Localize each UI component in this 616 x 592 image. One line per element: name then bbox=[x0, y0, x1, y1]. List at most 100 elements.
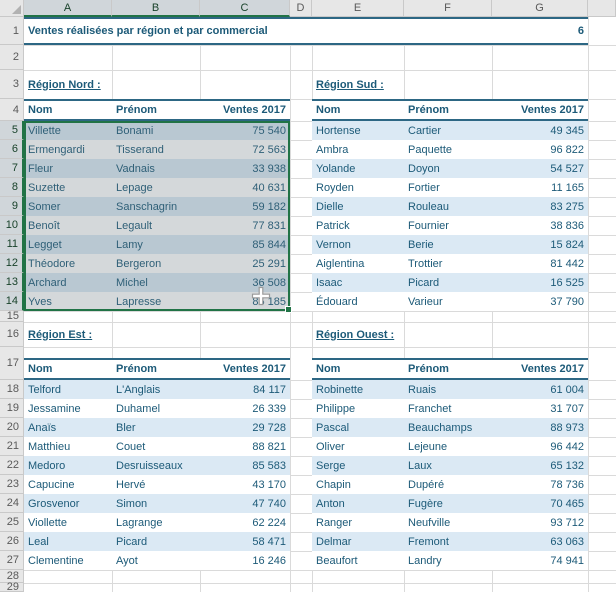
cell-ventes[interactable]: 59 182 bbox=[252, 200, 286, 213]
cell-nom[interactable]: Philippe bbox=[316, 402, 356, 415]
cell-prenom[interactable]: Bler bbox=[116, 421, 136, 434]
cell-prenom[interactable]: Landry bbox=[408, 554, 442, 567]
row-header-4[interactable]: 4 bbox=[0, 99, 24, 121]
cell-prenom[interactable]: L'Anglais bbox=[116, 383, 161, 396]
cell-prenom[interactable]: Lepage bbox=[116, 181, 153, 194]
cell-ventes[interactable]: 47 740 bbox=[252, 497, 286, 510]
cell-ventes[interactable]: 65 132 bbox=[550, 459, 584, 472]
cell-nom[interactable]: Royden bbox=[316, 181, 354, 194]
row-header-27[interactable]: 27 bbox=[0, 551, 24, 570]
row-header-10[interactable]: 10 bbox=[0, 216, 24, 235]
cell-nom[interactable]: Anton bbox=[316, 497, 345, 510]
cell-ventes[interactable]: 85 583 bbox=[252, 459, 286, 472]
cell-ventes[interactable]: 11 165 bbox=[551, 181, 584, 194]
cell-prenom[interactable]: Lamy bbox=[116, 238, 143, 251]
cell-prenom[interactable]: Michel bbox=[116, 276, 148, 289]
cell-nom[interactable]: Leal bbox=[28, 535, 49, 548]
ouest-header-prenom[interactable]: Prénom bbox=[408, 363, 449, 375]
cell-prenom[interactable]: Ruais bbox=[408, 383, 437, 396]
cell-prenom[interactable]: Bonami bbox=[116, 124, 154, 137]
column-header-A[interactable]: A bbox=[24, 0, 112, 17]
ouest-header-nom[interactable]: Nom bbox=[316, 363, 341, 375]
cell-prenom[interactable]: Tisserand bbox=[116, 143, 164, 156]
cell-ventes[interactable]: 84 117 bbox=[253, 383, 286, 396]
cell-ventes[interactable]: 31 707 bbox=[550, 402, 584, 415]
cell-nom[interactable]: Viollette bbox=[28, 516, 67, 529]
cell-nom[interactable]: Archard bbox=[28, 276, 67, 289]
cell-prenom[interactable]: Ayot bbox=[116, 554, 138, 567]
row-header-13[interactable]: 13 bbox=[0, 273, 24, 292]
cell-prenom[interactable]: Hervé bbox=[116, 478, 146, 491]
row-header-5[interactable]: 5 bbox=[0, 121, 24, 140]
cell-nom[interactable]: Legget bbox=[28, 238, 62, 251]
row-header-6[interactable]: 6 bbox=[0, 140, 24, 159]
cell-prenom[interactable]: Lejeune bbox=[408, 440, 448, 453]
cell-prenom[interactable]: Fournier bbox=[408, 219, 449, 232]
column-header-C[interactable]: C bbox=[200, 0, 290, 17]
cell-a1-title[interactable]: Ventes réalisées par région et par comme… bbox=[28, 25, 268, 37]
cell-nom[interactable]: Yves bbox=[28, 295, 52, 308]
cell-nom[interactable]: Delmar bbox=[316, 535, 352, 548]
column-header-F[interactable]: F bbox=[404, 0, 492, 17]
cell-ventes[interactable]: 72 563 bbox=[252, 143, 286, 156]
row-header-7[interactable]: 7 bbox=[0, 159, 24, 178]
cell-prenom[interactable]: Doyon bbox=[408, 162, 440, 175]
cell-nom[interactable]: Pascal bbox=[316, 421, 350, 434]
row-header-9[interactable]: 9 bbox=[0, 197, 24, 216]
cell-ventes[interactable]: 36 508 bbox=[252, 276, 286, 289]
cell-nom[interactable]: Villette bbox=[28, 124, 61, 137]
row-header-20[interactable]: 20 bbox=[0, 418, 24, 437]
row-header-19[interactable]: 19 bbox=[0, 399, 24, 418]
cell-prenom[interactable]: Sanschagrin bbox=[116, 200, 178, 213]
cell-nom[interactable]: Telford bbox=[28, 383, 62, 396]
row-header-12[interactable]: 12 bbox=[0, 254, 24, 273]
cell-ventes[interactable]: 38 836 bbox=[550, 219, 584, 232]
est-header-nom[interactable]: Nom bbox=[28, 363, 53, 375]
cell-prenom[interactable]: Franchet bbox=[408, 402, 452, 415]
cell-nom[interactable]: Serge bbox=[316, 459, 346, 472]
cell-nom[interactable]: Capucine bbox=[28, 478, 75, 491]
cell-prenom[interactable]: Couet bbox=[116, 440, 146, 453]
cell-nom[interactable]: Yolande bbox=[316, 162, 356, 175]
ouest-header-ventes[interactable]: Ventes 2017 bbox=[521, 363, 584, 375]
cell-ventes[interactable]: 58 471 bbox=[252, 535, 286, 548]
fill-handle[interactable] bbox=[285, 306, 292, 313]
cell-prenom[interactable]: Trottier bbox=[408, 257, 443, 270]
cell-ventes[interactable]: 61 004 bbox=[550, 383, 584, 396]
cell-prenom[interactable]: Lapresse bbox=[116, 295, 162, 308]
cell-g1-value[interactable]: 6 bbox=[577, 25, 584, 37]
cell-prenom[interactable]: Desruisseaux bbox=[116, 459, 183, 472]
row-header-22[interactable]: 22 bbox=[0, 456, 24, 475]
est-header-ventes[interactable]: Ventes 2017 bbox=[223, 363, 286, 375]
cell-nom[interactable]: Chapin bbox=[316, 478, 351, 491]
cell-nom[interactable]: Patrick bbox=[316, 219, 350, 232]
cell-ventes[interactable]: 29 728 bbox=[252, 421, 286, 434]
cell-ventes[interactable]: 49 345 bbox=[550, 124, 584, 137]
cell-nom[interactable]: Robinette bbox=[316, 383, 364, 396]
cell-nom[interactable]: Isaac bbox=[316, 276, 343, 289]
cell-ventes[interactable]: 62 224 bbox=[252, 516, 286, 529]
cell-ventes[interactable]: 26 339 bbox=[252, 402, 286, 415]
cell-nom[interactable]: Suzette bbox=[28, 181, 66, 194]
sud-header-nom[interactable]: Nom bbox=[316, 104, 341, 116]
cell-ventes[interactable]: 74 941 bbox=[550, 554, 584, 567]
cell-nom[interactable]: Clementine bbox=[28, 554, 84, 567]
cell-nom[interactable]: Hortense bbox=[316, 124, 361, 137]
cell-prenom[interactable]: Duhamel bbox=[116, 402, 161, 415]
cell-prenom[interactable]: Berie bbox=[408, 238, 434, 251]
cell-ventes[interactable]: 88 821 bbox=[252, 440, 286, 453]
cell-nom[interactable]: Dielle bbox=[316, 200, 344, 213]
row-header-26[interactable]: 26 bbox=[0, 532, 24, 551]
cell-nom[interactable]: Jessamine bbox=[28, 402, 81, 415]
cell-ventes[interactable]: 15 824 bbox=[550, 238, 584, 251]
row-header-1[interactable]: 1 bbox=[0, 17, 24, 45]
row-header-2[interactable]: 2 bbox=[0, 45, 24, 70]
row-header-8[interactable]: 8 bbox=[0, 178, 24, 197]
row-header-25[interactable]: 25 bbox=[0, 513, 24, 532]
row-header-17[interactable]: 17 bbox=[0, 347, 24, 380]
cell-ventes[interactable]: 37 790 bbox=[550, 295, 584, 308]
row-header-29[interactable]: 29 bbox=[0, 581, 24, 592]
row-header-11[interactable]: 11 bbox=[0, 235, 24, 254]
cell-ventes[interactable]: 96 442 bbox=[550, 440, 584, 453]
cell-prenom[interactable]: Beauchamps bbox=[408, 421, 473, 434]
